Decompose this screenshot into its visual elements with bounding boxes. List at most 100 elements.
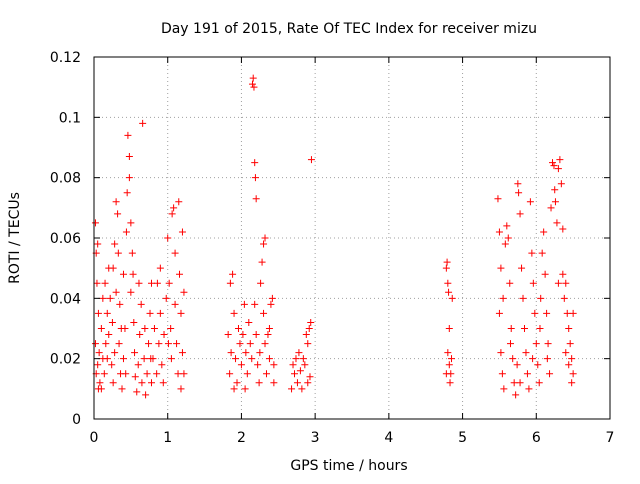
data-point <box>164 340 172 348</box>
data-point <box>112 198 120 206</box>
data-point <box>170 204 178 212</box>
data-point <box>249 74 257 82</box>
data-point <box>167 355 175 363</box>
y-tick-label: 0.06 <box>50 231 81 247</box>
data-point <box>448 355 456 363</box>
y-axis-label: ROTI / TECUs <box>7 192 23 284</box>
data-point <box>133 388 141 396</box>
data-point <box>242 349 250 357</box>
data-point <box>307 156 315 164</box>
data-point <box>232 355 240 363</box>
data-point <box>153 279 161 287</box>
data-point <box>543 355 551 363</box>
data-point <box>147 379 155 387</box>
data-point <box>236 340 244 348</box>
data-point <box>168 210 176 218</box>
data-point <box>234 325 242 332</box>
data-point <box>543 309 551 317</box>
data-point <box>498 370 506 378</box>
data-point <box>301 361 309 369</box>
data-point <box>160 331 168 339</box>
data-point <box>106 294 114 302</box>
data-point <box>515 189 523 197</box>
data-point <box>507 325 515 332</box>
data-point <box>532 340 540 348</box>
y-tick-labels: 0 0.02 0.04 0.06 0.08 0.1 0.12 <box>50 50 81 428</box>
data-point <box>522 349 530 357</box>
data-point <box>102 340 110 348</box>
data-point <box>178 349 186 357</box>
data-point <box>546 370 554 378</box>
data-point <box>448 294 456 302</box>
plot-frame <box>93 56 611 420</box>
data-point <box>261 234 269 242</box>
data-point <box>96 379 104 387</box>
data-point <box>116 300 124 308</box>
data-point <box>111 349 119 357</box>
data-point <box>94 361 102 369</box>
data-point <box>125 174 133 182</box>
data-point <box>123 189 131 197</box>
data-point <box>147 355 155 363</box>
data-point <box>103 355 111 363</box>
data-point <box>93 279 101 287</box>
data-point <box>298 385 306 393</box>
data-point <box>94 240 102 248</box>
data-point <box>114 249 122 257</box>
chart-title: Day 191 of 2015, Rate Of TEC Index for r… <box>161 21 537 37</box>
data-point <box>139 119 147 127</box>
x-tick-label: 6 <box>532 430 541 446</box>
data-point <box>442 370 450 378</box>
x-axis-label: GPS time / hours <box>290 458 407 474</box>
data-point <box>289 361 297 369</box>
data-point <box>258 258 266 266</box>
data-point <box>523 370 531 378</box>
data-point <box>171 249 179 257</box>
data-point <box>528 249 536 257</box>
data-point <box>504 234 512 242</box>
data-point <box>119 355 127 363</box>
data-point <box>257 279 265 287</box>
data-point <box>264 331 272 339</box>
data-point <box>514 180 522 188</box>
data-point <box>94 385 102 393</box>
data-point <box>159 379 167 387</box>
data-point <box>177 385 185 393</box>
data-point <box>124 131 132 139</box>
data-point <box>131 349 139 357</box>
data-point <box>230 385 238 393</box>
data-point <box>105 331 113 339</box>
data-point <box>291 370 299 378</box>
data-point <box>566 340 574 348</box>
data-point <box>529 279 537 287</box>
data-point <box>180 370 188 378</box>
data-point <box>127 219 135 227</box>
data-point <box>293 379 301 387</box>
data-point <box>108 361 116 369</box>
data-point <box>252 195 260 203</box>
data-point <box>156 264 164 272</box>
data-point <box>442 264 450 272</box>
data-point <box>158 361 166 369</box>
data-point <box>562 279 570 287</box>
data-point <box>509 355 517 363</box>
data-point <box>516 379 524 387</box>
data-point <box>506 279 514 287</box>
data-point <box>262 370 270 378</box>
data-point <box>254 361 262 369</box>
data-point <box>99 294 107 302</box>
data-point <box>520 325 528 332</box>
data-point <box>125 153 133 161</box>
x-tick-label: 2 <box>237 430 246 446</box>
data-point <box>256 349 264 357</box>
data-point <box>536 325 544 332</box>
data-point <box>565 325 573 332</box>
data-point <box>445 288 453 296</box>
data-point <box>556 156 564 164</box>
data-point <box>544 340 552 348</box>
data-point <box>141 325 149 332</box>
data-point <box>560 294 568 302</box>
data-point <box>569 309 577 317</box>
